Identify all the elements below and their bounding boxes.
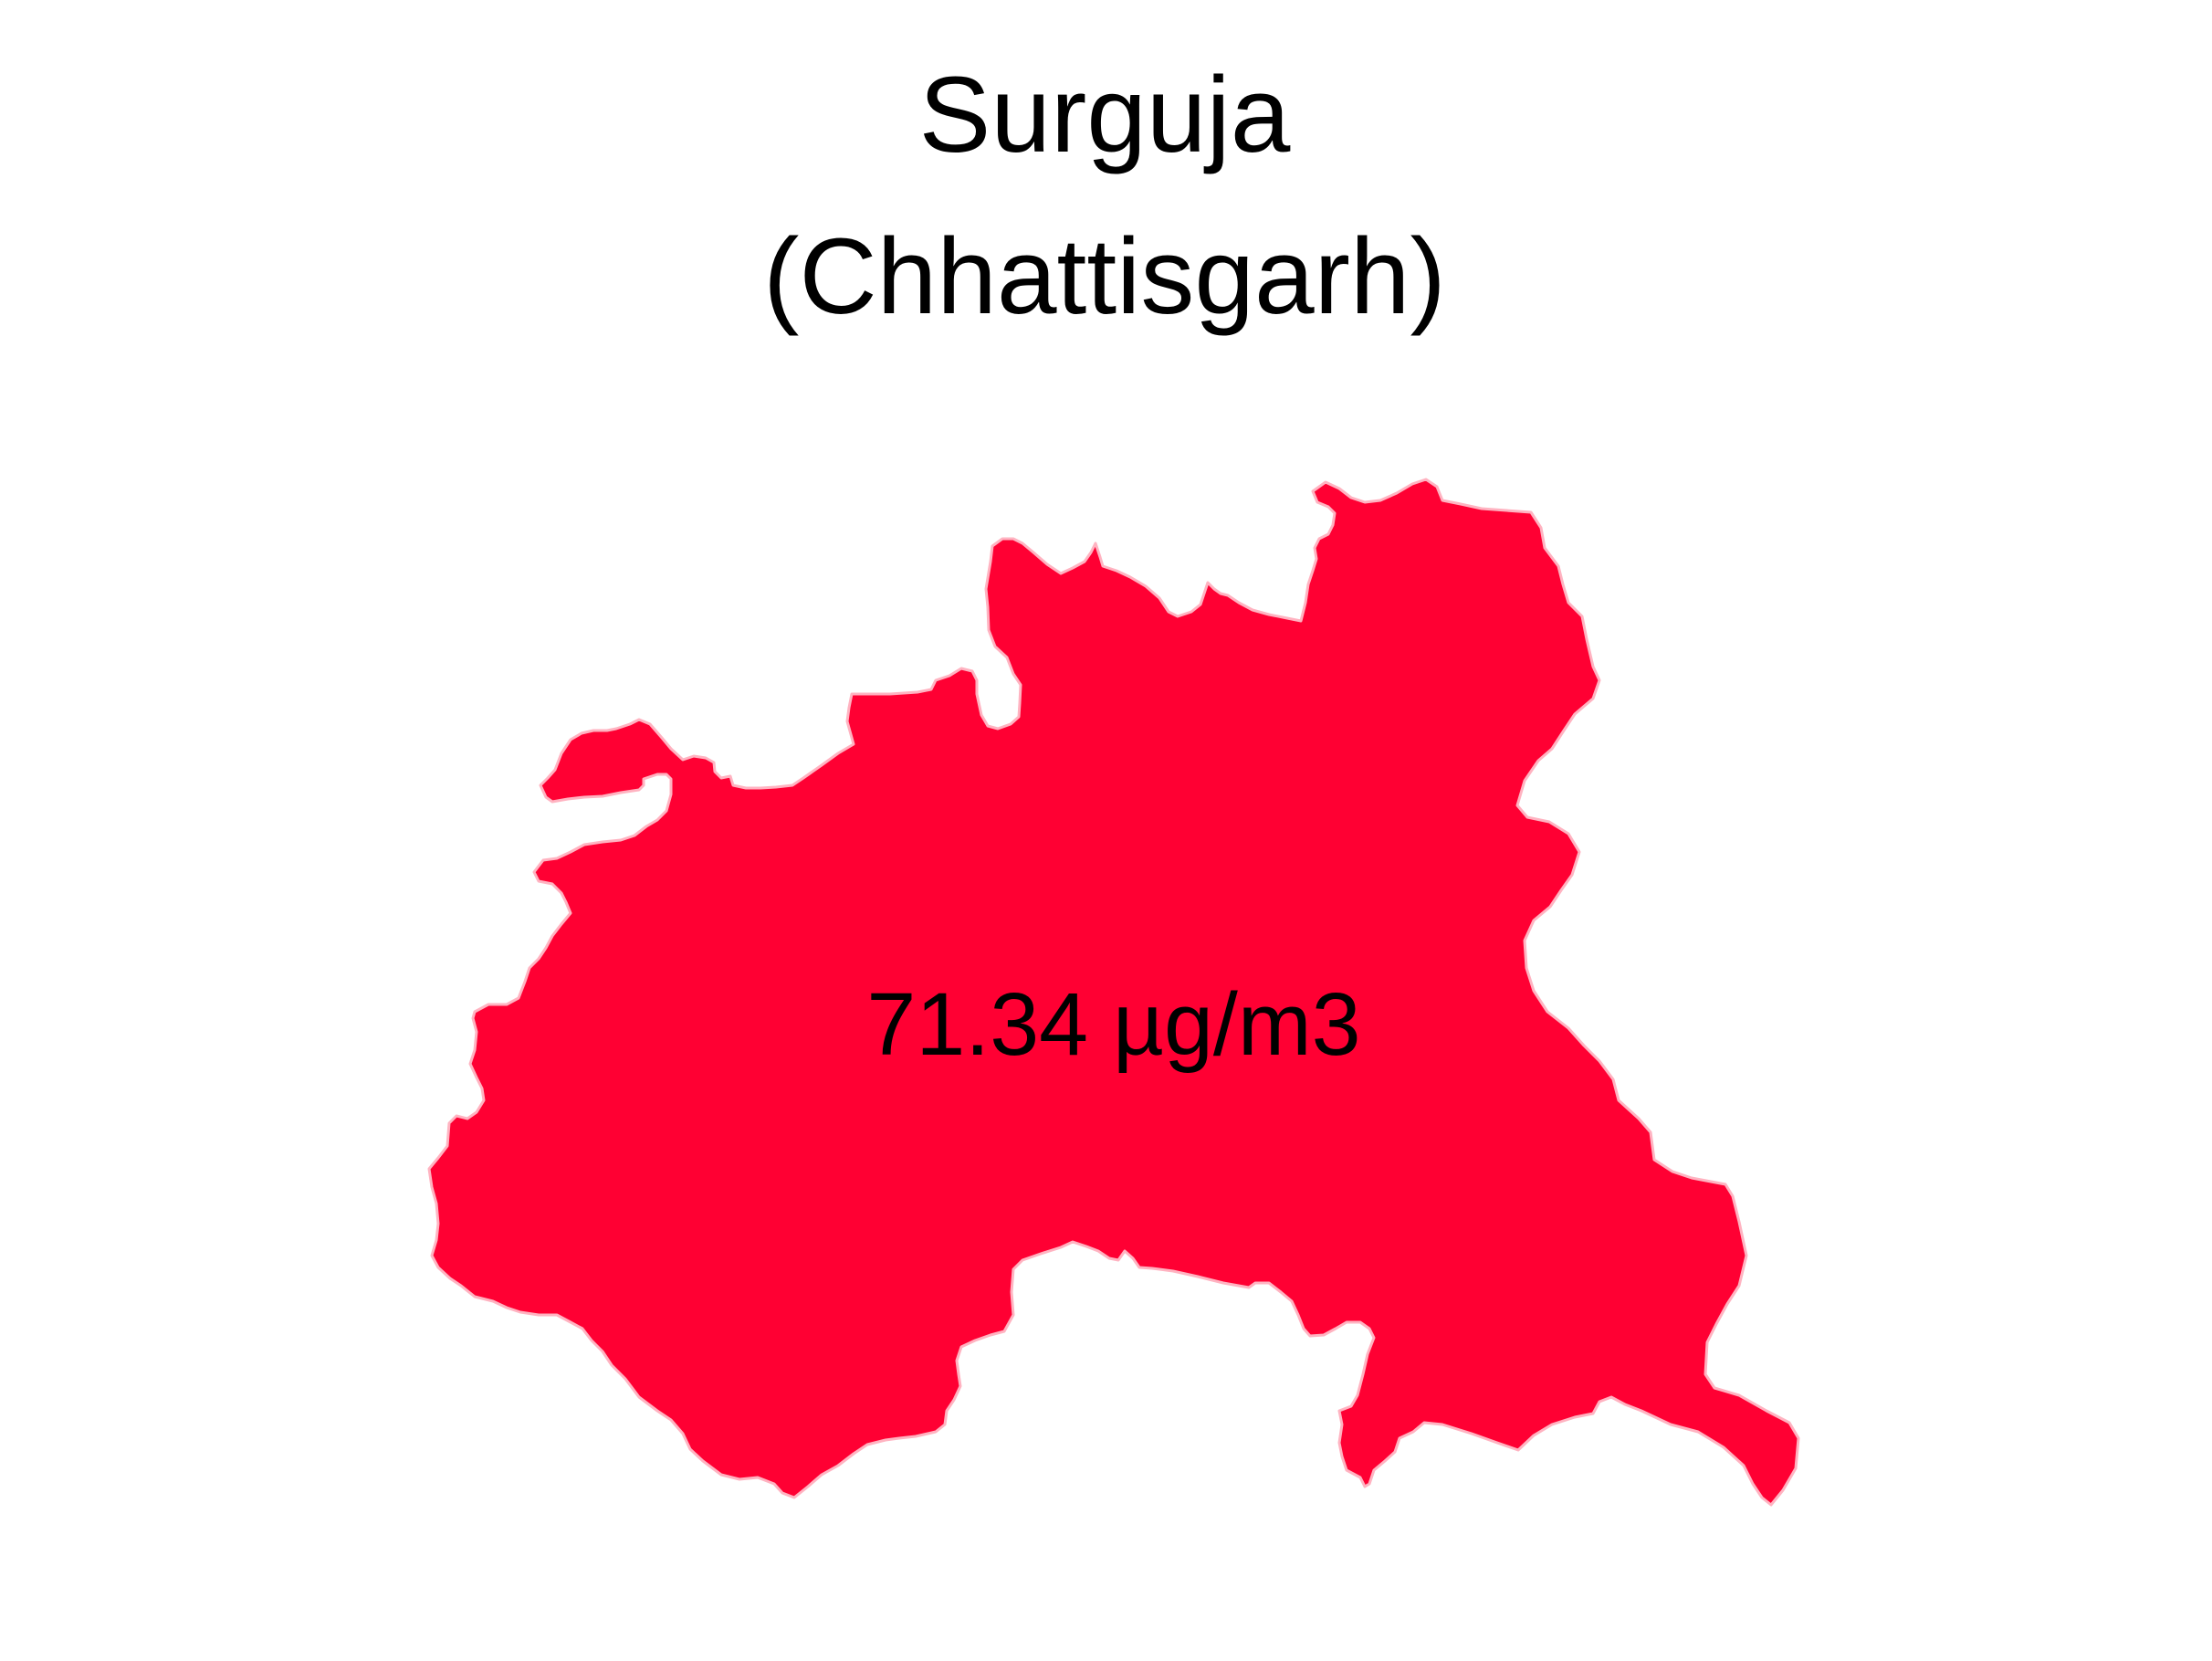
district-boundary-surguja[interactable] [427, 478, 1800, 1507]
map-title-district: Surguja [919, 55, 1291, 175]
map-title-state: (Chhattisgarh) [763, 216, 1446, 337]
pm25-value-label: 71.34 µg/m3 [866, 974, 1360, 1074]
